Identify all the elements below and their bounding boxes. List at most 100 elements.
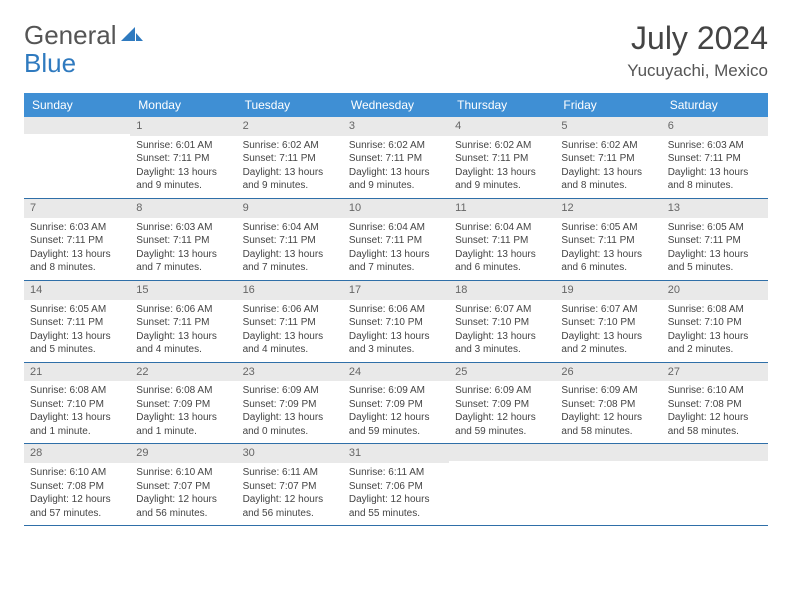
date-number: 6: [662, 117, 768, 136]
date-number: 15: [130, 281, 236, 300]
day-header-thursday: Thursday: [449, 93, 555, 117]
cell-body: Sunrise: 6:04 AMSunset: 7:11 PMDaylight:…: [343, 218, 449, 280]
cell-body: Sunrise: 6:05 AMSunset: 7:11 PMDaylight:…: [662, 218, 768, 280]
calendar-cell: 12 Sunrise: 6:05 AMSunset: 7:11 PMDayligh…: [555, 199, 661, 280]
sunset-text: Sunset: 7:11 PM: [30, 234, 124, 248]
calendar-cell: 29Sunrise: 6:10 AMSunset: 7:07 PMDayligh…: [130, 444, 236, 525]
daylight-text: Daylight: 13 hours and 1 minute.: [136, 411, 230, 438]
sunrise-text: Sunrise: 6:03 AM: [136, 221, 230, 235]
week-row: 14Sunrise: 6:05 AMSunset: 7:11 PMDayligh…: [24, 281, 768, 363]
daylight-text: Daylight: 13 hours and 0 minutes.: [243, 411, 337, 438]
cell-body: Sunrise: 6:02 AMSunset: 7:11 PMDaylight:…: [555, 136, 661, 198]
daylight-text: Daylight: 13 hours and 7 minutes.: [136, 248, 230, 275]
daylight-text: Daylight: 13 hours and 9 minutes.: [349, 166, 443, 193]
calendar-cell: 13Sunrise: 6:05 AMSunset: 7:11 PMDayligh…: [662, 199, 768, 280]
sunset-text: Sunset: 7:08 PM: [668, 398, 762, 412]
sunrise-text: Sunrise: 6:04 AM: [455, 221, 549, 235]
cell-body: Sunrise: 6:02 AMSunset: 7:11 PMDaylight:…: [449, 136, 555, 198]
daylight-text: Daylight: 13 hours and 3 minutes.: [349, 330, 443, 357]
sunset-text: Sunset: 7:11 PM: [561, 234, 655, 248]
week-row: 1Sunrise: 6:01 AMSunset: 7:11 PMDaylight…: [24, 117, 768, 199]
sunrise-text: Sunrise: 6:07 AM: [561, 303, 655, 317]
date-number: 27: [662, 363, 768, 382]
calendar-cell: 21Sunrise: 6:08 AMSunset: 7:10 PMDayligh…: [24, 363, 130, 444]
sunrise-text: Sunrise: 6:04 AM: [349, 221, 443, 235]
date-number: 4: [449, 117, 555, 136]
cell-body: Sunrise: 6:06 AMSunset: 7:10 PMDaylight:…: [343, 300, 449, 362]
date-number: 14: [24, 281, 130, 300]
cell-body: Sunrise: 6:09 AMSunset: 7:09 PMDaylight:…: [237, 381, 343, 443]
cell-body: Sunrise: 6:05 AMSunset: 7:11 PMDaylight:…: [24, 300, 130, 362]
daylight-text: Daylight: 13 hours and 5 minutes.: [668, 248, 762, 275]
sunrise-text: Sunrise: 6:09 AM: [561, 384, 655, 398]
daylight-text: Daylight: 13 hours and 9 minutes.: [455, 166, 549, 193]
daylight-text: Daylight: 13 hours and 8 minutes.: [561, 166, 655, 193]
sunrise-text: Sunrise: 6:02 AM: [349, 139, 443, 153]
date-number: 17: [343, 281, 449, 300]
month-title: July 2024: [627, 20, 768, 57]
sunrise-text: Sunrise: 6:02 AM: [243, 139, 337, 153]
calendar-cell: 18Sunrise: 6:07 AMSunset: 7:10 PMDayligh…: [449, 281, 555, 362]
calendar-cell: 4Sunrise: 6:02 AMSunset: 7:11 PMDaylight…: [449, 117, 555, 198]
sunset-text: Sunset: 7:10 PM: [668, 316, 762, 330]
sunset-text: Sunset: 7:11 PM: [349, 234, 443, 248]
sunrise-text: Sunrise: 6:05 AM: [668, 221, 762, 235]
daylight-text: Daylight: 13 hours and 7 minutes.: [349, 248, 443, 275]
logo: General: [24, 20, 145, 51]
cell-body: Sunrise: 6:11 AMSunset: 7:06 PMDaylight:…: [343, 463, 449, 525]
date-number: [449, 444, 555, 461]
sunrise-text: Sunrise: 6:03 AM: [668, 139, 762, 153]
sunset-text: Sunset: 7:11 PM: [136, 234, 230, 248]
date-number: 16: [237, 281, 343, 300]
calendar-cell: 30Sunrise: 6:11 AMSunset: 7:07 PMDayligh…: [237, 444, 343, 525]
daylight-text: Daylight: 13 hours and 5 minutes.: [30, 330, 124, 357]
cell-body: Sunrise: 6:09 AMSunset: 7:08 PMDaylight:…: [555, 381, 661, 443]
date-number: 10: [343, 199, 449, 218]
title-block: July 2024 Yucuyachi, Mexico: [627, 20, 768, 81]
calendar-cell: 10Sunrise: 6:04 AMSunset: 7:11 PMDayligh…: [343, 199, 449, 280]
sunrise-text: Sunrise: 6:07 AM: [455, 303, 549, 317]
sunrise-text: Sunrise: 6:10 AM: [30, 466, 124, 480]
daylight-text: Daylight: 12 hours and 56 minutes.: [136, 493, 230, 520]
sunset-text: Sunset: 7:07 PM: [243, 480, 337, 494]
calendar-cell: [662, 444, 768, 525]
sunrise-text: Sunrise: 6:06 AM: [349, 303, 443, 317]
week-row: 21Sunrise: 6:08 AMSunset: 7:10 PMDayligh…: [24, 363, 768, 445]
sunset-text: Sunset: 7:11 PM: [455, 234, 549, 248]
cell-body: Sunrise: 6:08 AMSunset: 7:10 PMDaylight:…: [662, 300, 768, 362]
date-number: 12: [555, 199, 661, 218]
daylight-text: Daylight: 13 hours and 3 minutes.: [455, 330, 549, 357]
sunrise-text: Sunrise: 6:08 AM: [30, 384, 124, 398]
calendar-cell: [449, 444, 555, 525]
date-number: 28: [24, 444, 130, 463]
sunset-text: Sunset: 7:11 PM: [455, 152, 549, 166]
date-number: 29: [130, 444, 236, 463]
cell-body: Sunrise: 6:01 AMSunset: 7:11 PMDaylight:…: [130, 136, 236, 198]
location: Yucuyachi, Mexico: [627, 61, 768, 81]
sunset-text: Sunset: 7:11 PM: [136, 316, 230, 330]
date-number: 8: [130, 199, 236, 218]
date-number: 20: [662, 281, 768, 300]
week-row: 28Sunrise: 6:10 AMSunset: 7:08 PMDayligh…: [24, 444, 768, 526]
date-number: 13: [662, 199, 768, 218]
calendar-cell: 25Sunrise: 6:09 AMSunset: 7:09 PMDayligh…: [449, 363, 555, 444]
cell-body: Sunrise: 6:03 AMSunset: 7:11 PMDaylight:…: [24, 218, 130, 280]
cell-body: Sunrise: 6:04 AMSunset: 7:11 PMDaylight:…: [237, 218, 343, 280]
sunrise-text: Sunrise: 6:10 AM: [136, 466, 230, 480]
cell-body: Sunrise: 6:10 AMSunset: 7:07 PMDaylight:…: [130, 463, 236, 525]
calendar-cell: 19Sunrise: 6:07 AMSunset: 7:10 PMDayligh…: [555, 281, 661, 362]
sunset-text: Sunset: 7:07 PM: [136, 480, 230, 494]
sunrise-text: Sunrise: 6:05 AM: [561, 221, 655, 235]
date-number: [555, 444, 661, 461]
daylight-text: Daylight: 13 hours and 6 minutes.: [561, 248, 655, 275]
sunrise-text: Sunrise: 6:10 AM: [668, 384, 762, 398]
header: General July 2024 Yucuyachi, Mexico: [24, 20, 768, 81]
sunrise-text: Sunrise: 6:08 AM: [136, 384, 230, 398]
calendar-cell: 7Sunrise: 6:03 AMSunset: 7:11 PMDaylight…: [24, 199, 130, 280]
date-number: 19: [555, 281, 661, 300]
date-number: 21: [24, 363, 130, 382]
logo-sail-icon: [119, 25, 143, 46]
sunset-text: Sunset: 7:08 PM: [561, 398, 655, 412]
weeks-container: 1Sunrise: 6:01 AMSunset: 7:11 PMDaylight…: [24, 117, 768, 526]
week-row: 7Sunrise: 6:03 AMSunset: 7:11 PMDaylight…: [24, 199, 768, 281]
